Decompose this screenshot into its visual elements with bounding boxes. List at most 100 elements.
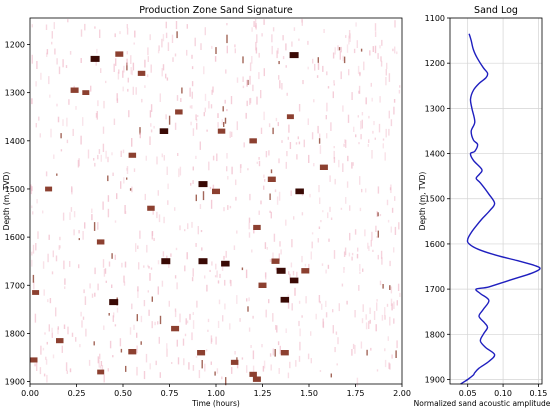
noise-mark <box>155 360 157 366</box>
noise-mark <box>97 100 99 107</box>
noise-mark <box>186 320 189 324</box>
noise-mark <box>354 229 357 235</box>
noise-mark <box>132 62 135 71</box>
noise-mark <box>219 273 221 278</box>
noise-mark <box>43 289 45 296</box>
y-tick-label: 1700 <box>425 285 445 294</box>
noise-mark <box>189 105 192 109</box>
noise-mark <box>236 295 238 304</box>
noise-mark <box>299 341 301 351</box>
noise-mark <box>148 309 150 316</box>
noise-mark <box>385 69 387 76</box>
noise-mark <box>192 268 194 277</box>
noise-mark <box>248 327 251 332</box>
noise-mark <box>279 80 281 89</box>
noise-mark <box>333 250 336 259</box>
noise-mark <box>192 166 194 171</box>
noise-mark <box>365 97 367 105</box>
noise-mark <box>149 363 151 370</box>
noise-mark <box>393 318 395 324</box>
noise-mark <box>370 82 372 87</box>
noise-mark <box>256 34 258 43</box>
noise-mark <box>390 226 392 233</box>
noise-mark <box>326 71 328 76</box>
noise-mark <box>330 217 333 220</box>
noise-mark <box>229 279 231 284</box>
noise-mark <box>147 47 149 56</box>
noise-mark <box>40 72 42 80</box>
noise-mark <box>178 168 180 178</box>
noise-mark <box>291 303 293 311</box>
noise-mark <box>176 282 178 290</box>
noise-mark <box>353 126 355 132</box>
noise-mark <box>260 90 262 99</box>
noise-mark <box>295 142 298 145</box>
noise-mark <box>249 62 252 72</box>
noise-mark <box>278 368 280 374</box>
noise-mark <box>31 98 33 105</box>
noise-mark <box>288 124 290 133</box>
noise-mark <box>129 188 132 191</box>
noise-mark <box>377 254 379 260</box>
noise-mark <box>332 52 335 59</box>
noise-mark <box>78 264 80 269</box>
noise-mark <box>171 362 173 364</box>
noise-mark <box>369 307 371 314</box>
noise-mark <box>310 358 312 364</box>
noise-mark <box>231 166 233 175</box>
noise-mark <box>126 27 129 35</box>
sand-event-mark <box>198 258 208 265</box>
noise-mark <box>31 54 33 64</box>
noise-mark <box>42 210 44 214</box>
noise-mark <box>275 117 278 122</box>
noise-mark <box>91 214 93 221</box>
noise-mark <box>226 45 228 54</box>
noise-mark <box>298 38 300 41</box>
sand-event-mark <box>212 188 220 195</box>
noise-mark <box>282 35 284 41</box>
y-tick-label: 1500 <box>5 185 25 194</box>
noise-mark <box>105 280 107 283</box>
y-tick-label: 1800 <box>5 329 25 338</box>
noise-mark <box>395 350 397 358</box>
noise-mark <box>115 58 117 66</box>
noise-mark <box>323 29 325 33</box>
noise-mark <box>195 355 198 358</box>
noise-mark <box>143 371 146 380</box>
noise-mark <box>82 231 84 240</box>
noise-mark <box>139 132 141 139</box>
noise-mark <box>128 110 130 118</box>
noise-mark <box>278 75 280 80</box>
noise-mark <box>337 337 339 345</box>
noise-mark <box>342 105 344 112</box>
noise-mark <box>372 46 374 52</box>
noise-mark <box>166 166 168 175</box>
noise-mark <box>124 205 126 214</box>
noise-mark <box>334 178 336 185</box>
noise-mark <box>163 155 165 161</box>
noise-mark <box>385 128 387 138</box>
noise-mark <box>58 66 61 75</box>
noise-mark <box>302 80 304 85</box>
noise-mark <box>147 290 149 293</box>
sand-event-mark <box>115 51 124 57</box>
noise-mark <box>156 211 158 219</box>
noise-mark <box>359 264 361 272</box>
noise-mark <box>157 286 159 295</box>
noise-mark <box>371 231 373 241</box>
noise-mark <box>122 70 124 78</box>
noise-mark <box>94 267 96 275</box>
noise-mark <box>67 326 69 335</box>
noise-mark <box>366 349 368 356</box>
noise-mark <box>132 86 134 95</box>
noise-mark <box>332 91 334 99</box>
sand-log-plot-area <box>450 18 542 384</box>
noise-mark <box>73 211 76 218</box>
noise-mark <box>33 281 35 290</box>
noise-mark <box>313 163 315 167</box>
noise-mark <box>347 114 350 123</box>
noise-mark <box>68 99 70 105</box>
noise-mark <box>184 229 186 232</box>
noise-mark <box>245 112 247 119</box>
noise-mark <box>381 314 384 321</box>
